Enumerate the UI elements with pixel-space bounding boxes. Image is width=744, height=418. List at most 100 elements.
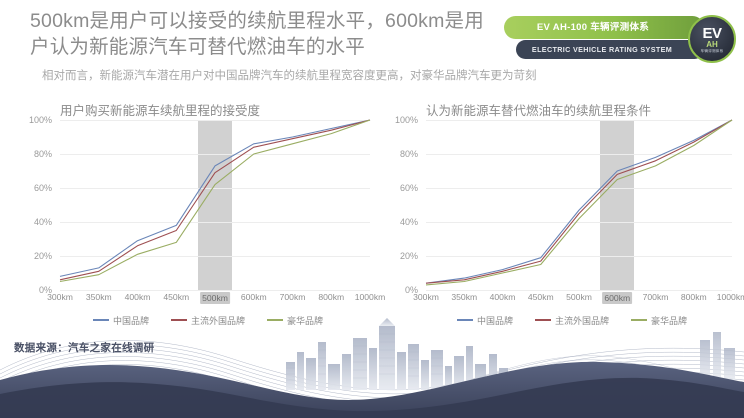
header: 500km是用户可以接受的续航里程水平，600km是用户认为新能源汽车可替代燃油… (0, 0, 744, 96)
legend-label: 主流外国品牌 (554, 315, 609, 326)
logo-green-pill: EV AH-100 车辆评测体系 (504, 16, 704, 39)
legend-swatch (267, 319, 283, 321)
legend-swatch (170, 319, 187, 321)
chart-replacement: 认为新能源车替代燃油车的续航里程条件 0% 20% 40% 60% 80% 100% 30… (382, 100, 744, 335)
gridline (426, 256, 732, 257)
chart-replacement-grid (426, 120, 732, 291)
x-axis-tick: 450km (527, 292, 554, 302)
y-axis-tick: 80% (33, 149, 52, 159)
chart-acceptance-yaxis: 0% 20% 40% 60% 80% 100% (16, 115, 56, 295)
gridline (426, 222, 732, 223)
series-line (60, 120, 370, 282)
logo-badge-sub: AH (706, 39, 718, 49)
legend-label: 主流外国品牌 (190, 315, 245, 326)
page-subtitle: 相对而言，新能源汽车潜在用户对中国品牌汽车的续航里程宽容度更高，对豪华品牌汽车更… (42, 70, 537, 82)
page-title: 500km是用户可以接受的续航里程水平，600km是用户认为新能源汽车可替代燃油… (30, 10, 484, 58)
logo-dark-pill: ELECTRIC VEHICLE RATING SYSTEM (516, 40, 704, 59)
logo-badge-main: EV (702, 24, 722, 42)
gridline (60, 188, 370, 189)
x-axis-tick: 800km (680, 292, 707, 302)
chart-acceptance-xaxis: 300km 350km 400km 450km 500km 600km 700km 800km… (47, 292, 385, 306)
legend-item[interactable]: 主流外国品牌 (534, 314, 609, 327)
x-axis-tick: 700km (279, 292, 306, 302)
legend-item[interactable]: 豪华品牌 (267, 314, 323, 327)
footer-decoration: 数据来源：汽车之家在线调研 (0, 318, 744, 418)
highlight-band (197, 120, 233, 290)
series-line (426, 120, 732, 283)
y-axis-tick: 80% (399, 149, 418, 159)
x-axis-tick: 350km (85, 292, 112, 302)
y-axis-tick: 60% (399, 183, 418, 193)
x-axis-tick: 300km (47, 292, 73, 302)
y-axis-tick: 100% (394, 115, 418, 125)
y-axis-tick: 0% (38, 285, 52, 295)
chart-replacement-lines (426, 120, 732, 290)
chart-replacement-title: 认为新能源车替代燃油车的续航里程条件 (426, 104, 652, 118)
y-axis-tick: 40% (399, 217, 418, 227)
y-axis-tick: 20% (33, 251, 52, 261)
legend-label: 中国品牌 (476, 315, 513, 326)
x-axis-tick: 1000km (354, 292, 386, 302)
legend-swatch (534, 319, 551, 321)
legend-item[interactable]: 中国品牌 (92, 314, 149, 327)
legend-swatch (92, 319, 109, 321)
y-axis-tick: 20% (399, 251, 418, 261)
gridline (426, 188, 732, 189)
gridline (426, 154, 732, 155)
gridline (60, 154, 370, 155)
legend-label: 中国品牌 (112, 315, 149, 326)
y-axis-tick: 0% (404, 285, 418, 295)
x-axis-tick: 500km (566, 292, 592, 302)
chart-acceptance-plot (60, 120, 370, 291)
chart-acceptance-title: 用户购买新能源车续航里程的接受度 (60, 104, 261, 118)
logo-circle-badge: EV AH 车辆评测体系 (688, 15, 736, 63)
footer-skyline-art (0, 318, 744, 418)
gridline (60, 256, 370, 257)
x-axis-tick: 450km (163, 292, 190, 302)
gridline (426, 120, 732, 121)
x-axis-tick: 1000km (716, 292, 744, 302)
x-axis-tick: 700km (642, 292, 669, 302)
chart-acceptance-legend: 中国品牌 主流外国品牌 豪华品牌 (60, 312, 376, 328)
chart-replacement-plot (426, 120, 732, 291)
gridline (60, 290, 370, 291)
x-axis-tick: 600km (240, 292, 267, 302)
series-line (426, 120, 732, 285)
legend-swatch (456, 319, 473, 321)
legend-item[interactable]: 豪华品牌 (631, 314, 687, 327)
logo-green-pill-label: EV AH-100 车辆评测体系 (536, 22, 650, 33)
gridline (60, 120, 370, 121)
series-line (60, 120, 370, 280)
series-line (426, 120, 732, 283)
y-axis-tick: 60% (33, 183, 52, 193)
chart-acceptance-lines (60, 120, 370, 290)
logo-badge-cn: 车辆评测体系 (700, 48, 724, 53)
x-axis-tick: 600km (602, 292, 633, 304)
legend-label: 豪华品牌 (651, 315, 688, 326)
legend-item[interactable]: 中国品牌 (456, 314, 513, 327)
x-axis-tick: 800km (318, 292, 345, 302)
x-axis-tick: 350km (451, 292, 478, 302)
y-axis-tick: 100% (28, 115, 52, 125)
gridline (426, 290, 732, 291)
x-axis-tick: 300km (413, 292, 439, 302)
legend-item[interactable]: 主流外国品牌 (170, 314, 245, 327)
legend-swatch (631, 319, 647, 321)
y-axis-tick: 40% (33, 217, 52, 227)
x-axis-tick: 400km (489, 292, 516, 302)
chart-acceptance-grid (60, 120, 370, 291)
legend-label: 豪华品牌 (287, 315, 324, 326)
x-axis-tick: 500km (200, 292, 230, 304)
logo-dark-pill-label: ELECTRIC VEHICLE RATING SYSTEM (531, 45, 673, 54)
brand-logo: EV AH-100 车辆评测体系 ELECTRIC VEHICLE RATING… (504, 15, 736, 66)
gridline (60, 222, 370, 223)
series-line (60, 120, 370, 276)
chart-replacement-yaxis: 0% 20% 40% 60% 80% 100% (382, 115, 422, 295)
x-axis-tick: 400km (124, 292, 151, 302)
chart-acceptance: 用户购买新能源车续航里程的接受度 0% 20% 40% 60% 80% 100% 300k… (16, 100, 385, 335)
highlight-band (600, 120, 635, 290)
chart-replacement-xaxis: 300km 350km 400km 450km 500km 600km 700km 800km… (413, 292, 744, 306)
chart-replacement-legend: 中国品牌 主流外国品牌 豪华品牌 (426, 312, 738, 328)
data-source-label: 数据来源：汽车之家在线调研 (14, 342, 155, 354)
